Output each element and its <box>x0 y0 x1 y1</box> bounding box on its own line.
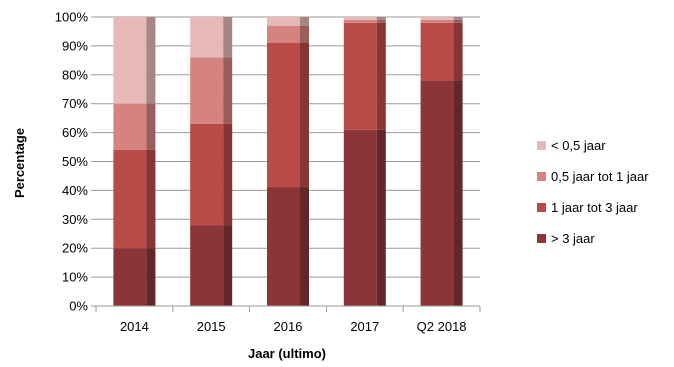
x-tick-label: 2015 <box>197 319 226 334</box>
bar-segment-shade <box>223 17 233 58</box>
y-tick-label: 40% <box>62 183 88 198</box>
bar-segment <box>343 19 377 23</box>
bar-segment-shade <box>453 80 463 306</box>
bar-segment-shade <box>300 25 309 44</box>
bar-segment <box>420 17 454 20</box>
bar-segment-shade <box>146 103 156 150</box>
bar-segment-shade <box>146 149 156 249</box>
legend-swatch <box>537 234 546 243</box>
bar-segment-shade <box>376 22 386 130</box>
y-tick-label: 10% <box>62 270 88 285</box>
bar-segment-shade <box>223 225 233 306</box>
bar-segment <box>343 129 377 306</box>
bar-segment <box>420 19 454 23</box>
bar-segment <box>420 22 454 81</box>
legend-label: 1 jaar tot 3 jaar <box>551 200 638 215</box>
legend-label: 0,5 jaar tot 1 jaar <box>551 169 649 184</box>
bar-segment-shade <box>453 22 463 81</box>
bar-segment <box>420 80 454 306</box>
x-tick-label: 2014 <box>120 319 149 334</box>
y-tick-label: 30% <box>62 212 88 227</box>
legend-label: < 0,5 jaar <box>551 138 606 153</box>
y-tick-label: 0% <box>69 299 88 314</box>
x-tick-label: Q2 2018 <box>417 319 467 334</box>
bar-segment <box>343 22 377 130</box>
bar-segment-shade <box>146 248 156 306</box>
bar-segment <box>190 225 224 306</box>
x-axis-label: Jaar (ultimo) <box>248 346 326 361</box>
bar-segment-shade <box>453 19 463 23</box>
bar-segment-shade <box>300 43 309 188</box>
x-axis-ticks: 2014 2015 2016 2017 Q2 2018 <box>95 306 481 334</box>
bar-segment-shade <box>376 17 386 20</box>
bar-segment-shade <box>223 57 233 124</box>
bar-segment-shade <box>146 17 156 104</box>
bar-segment-shade <box>300 187 309 306</box>
legend-label: > 3 jaar <box>551 231 595 246</box>
bar-segment <box>267 187 300 306</box>
y-tick-label: 90% <box>62 38 88 53</box>
y-axis-label: Percentage <box>12 128 27 198</box>
y-tick-label: 60% <box>62 125 88 140</box>
legend-swatch <box>537 203 546 212</box>
bar-segment <box>190 17 224 58</box>
bar-segment-shade <box>453 17 463 20</box>
x-tick-label: 2016 <box>274 319 303 334</box>
bar-segment <box>267 17 300 26</box>
bar-segment-shade <box>223 123 233 226</box>
bar-segment <box>113 103 147 150</box>
y-axis-ticks: 0% 10% 20% 30% 40% 50% 60% 70% 80% 90% 100% <box>55 10 96 314</box>
bar-segment <box>190 57 224 124</box>
legend-swatch <box>537 172 546 181</box>
bar-segment <box>267 43 300 188</box>
bar-segment-shade <box>376 19 386 23</box>
legend-swatch <box>537 141 546 150</box>
y-tick-label: 20% <box>62 241 88 256</box>
y-tick-label: 80% <box>62 67 88 82</box>
bar-segment <box>343 17 377 20</box>
bars <box>113 17 463 306</box>
bar-segment-shade <box>376 129 386 306</box>
x-tick-label: 2017 <box>350 319 379 334</box>
y-tick-label: 100% <box>55 10 89 25</box>
y-tick-label: 50% <box>62 154 88 169</box>
bar-segment <box>190 123 224 226</box>
bar-segment <box>113 248 147 306</box>
bar-segment <box>113 17 147 104</box>
bar-segment <box>267 25 300 44</box>
bar-segment-shade <box>300 17 309 26</box>
y-tick-label: 70% <box>62 96 88 111</box>
legend: < 0,5 jaar 0,5 jaar tot 1 jaar 1 jaar tot … <box>537 138 649 246</box>
bar-segment <box>113 149 147 249</box>
